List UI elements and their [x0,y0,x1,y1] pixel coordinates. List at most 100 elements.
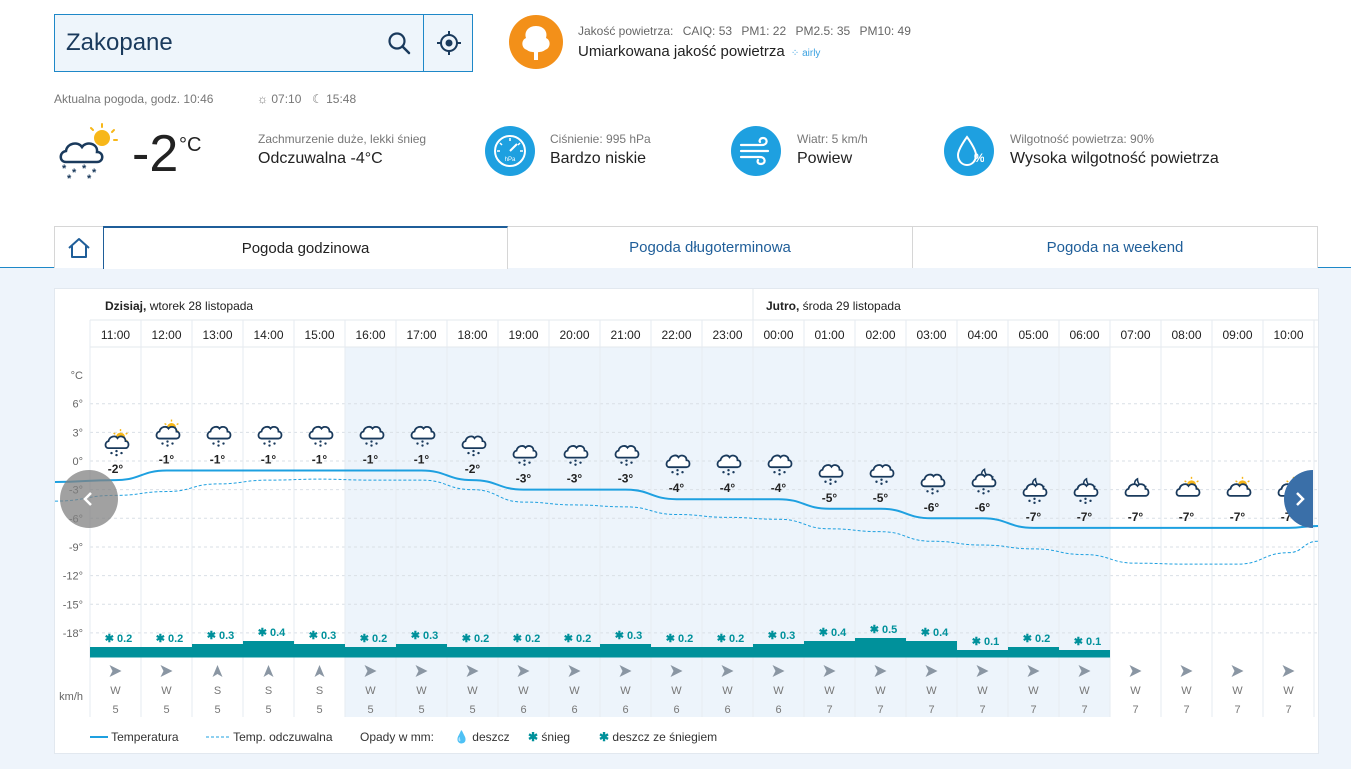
y-tick-label: 0° [72,456,83,468]
wind-speed: 5 [163,704,169,716]
wind-speed: 6 [520,704,526,716]
prev-button[interactable] [60,470,118,528]
snow-dot [115,453,118,457]
wind-arrow [517,665,530,677]
day-header: Dzisiaj, wtorek 28 listopada [105,299,253,313]
snow-dot [783,471,786,474]
hour-label: 14:00 [253,328,283,342]
wind-arrow [772,665,785,677]
snow-dot [365,442,368,445]
sun-ray [125,432,128,435]
hour-label: 19:00 [508,328,538,342]
wind-arrow [925,665,938,677]
snow-dot [829,482,832,485]
wind-direction: W [926,685,937,697]
snow-dot [1084,501,1087,505]
snow-weather-icon [257,425,283,447]
tab-bar: Pogoda godzinowa Pogoda długoterminowa P… [0,226,1351,269]
wind-direction: W [1283,685,1294,697]
snow-dot [263,442,266,445]
hour-label: 07:00 [1120,328,1150,342]
snow-dot [778,473,781,476]
hour-label: 15:00 [304,328,334,342]
wind-speed: 7 [1030,704,1036,716]
temp-label: -7° [1179,510,1195,524]
snow-dot [273,442,276,445]
snow-dot [217,440,220,443]
cloud-shape [767,454,793,469]
partly-snow-weather-icon [104,429,130,457]
precip-label: ✱ 0.1 [1074,636,1102,648]
snow-dot [824,480,827,483]
sun-ray [1235,480,1238,483]
hour-label: 03:00 [916,328,946,342]
wind-direction: W [722,685,733,697]
temp-label: -7° [1230,510,1246,524]
airly-logo[interactable]: ⁘ airly [790,48,821,59]
legend-rain: 💧 deszcz [454,730,510,744]
chart-legend: Temperatura Temp. odczuwalna Opady w mm:… [54,718,1319,755]
snow-dot [171,442,174,445]
wind-arrow [1180,665,1193,677]
snow-dot [426,442,429,445]
precip-label: ✱ 0.5 [870,624,898,636]
wind-arrow [109,665,122,677]
wind-arrow [263,665,274,677]
cloud-shape [716,454,742,469]
barometer-unit: hPa [505,157,516,163]
hour-label: 22:00 [661,328,691,342]
snow-dot [574,459,577,462]
sun-ray [1184,480,1187,483]
wind-arrow [1027,665,1040,677]
precip-bar [192,644,243,657]
temp-label: -1° [312,453,328,467]
dashed-line-icon [206,736,230,738]
sleet-icon: ✱ [599,730,610,744]
tab-home[interactable] [54,226,104,268]
humidity-label: Wilgotność powietrza: 90% [1010,132,1155,146]
snow-dot [110,451,113,455]
precip-bar [957,650,1008,657]
svg-text:*: * [72,167,77,179]
snow-dot [268,444,271,447]
wind-speed: 7 [1234,704,1240,716]
wind-icon [731,126,781,176]
search-input[interactable] [55,15,407,71]
snow-dot [421,440,424,443]
snow-dot [477,451,480,455]
wind-speed: 5 [418,704,424,716]
cloud-shape [1226,483,1252,497]
tab-weekend[interactable]: Pogoda na weekend [912,226,1318,268]
wind-speed: 6 [622,704,628,716]
snow-dot [1038,499,1041,503]
search-button[interactable] [375,15,423,71]
snow-dot [625,459,628,462]
hour-label: 04:00 [967,328,997,342]
snow-dot [523,463,526,466]
precip-bar [702,647,753,657]
air-quality-summary: Umiarkowana jakość powietrza ⁘ airly [578,43,820,60]
current-temp: -2 [132,125,179,183]
snow-dot [212,442,215,445]
tab-long-term[interactable]: Pogoda długoterminowa [507,226,913,268]
cloud-shape [1124,483,1150,497]
precip-label: ✱ 0.2 [717,633,745,645]
cloud-shape [1073,483,1099,497]
snow-dot [319,440,322,443]
snow-dot [375,442,378,445]
precip-bar [447,647,498,657]
snow-dot [875,480,878,483]
wind-direction: W [1028,685,1039,697]
tab-hourly[interactable]: Pogoda godzinowa [103,226,508,269]
locate-button[interactable] [423,15,473,71]
precip-bar [855,638,906,657]
wind-label: Wiatr: 5 km/h [797,132,868,146]
snow-dot [217,444,220,447]
snow-dot [1033,501,1036,505]
snow-dot [528,461,531,464]
temp-label: -7° [1026,510,1042,524]
solid-line-icon [90,736,108,738]
snow-dot [1084,497,1087,501]
temp-label: -1° [363,453,379,467]
snow-weather-icon [869,464,895,485]
